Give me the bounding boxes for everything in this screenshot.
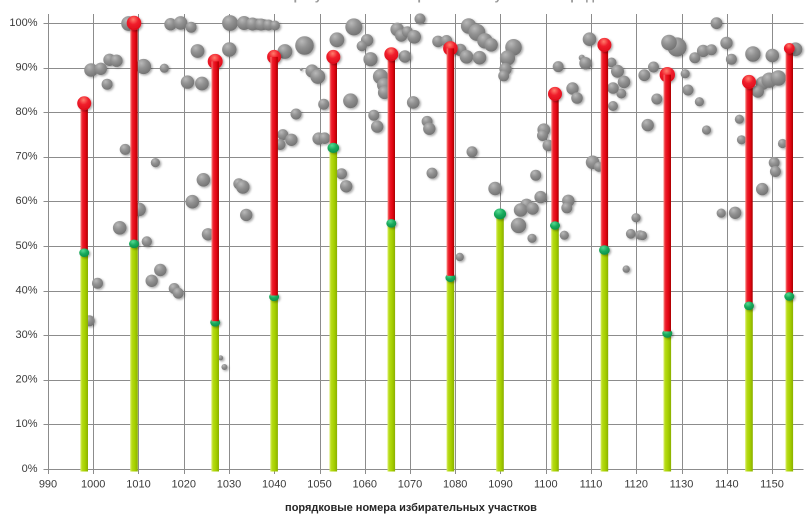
svg-text:30%: 30% (15, 329, 37, 341)
svg-text:0%: 0% (22, 463, 38, 475)
svg-text:60%: 60% (15, 195, 37, 207)
svg-text:1050: 1050 (307, 478, 331, 490)
svg-text:1080: 1080 (443, 478, 467, 490)
svg-text:990: 990 (39, 478, 57, 490)
svg-text:70%: 70% (15, 151, 37, 163)
svg-text:50%: 50% (15, 240, 37, 252)
svg-text:100%: 100% (9, 17, 37, 29)
svg-text:1070: 1070 (398, 478, 422, 490)
svg-text:40%: 40% (15, 284, 37, 296)
svg-text:1140: 1140 (715, 478, 739, 490)
svg-text:соотношение явки и результата: соотношение явки и результата по избират… (159, 0, 603, 3)
svg-text:1030: 1030 (217, 478, 241, 490)
svg-text:1150: 1150 (760, 478, 784, 490)
svg-text:80%: 80% (15, 106, 37, 118)
svg-text:10%: 10% (15, 418, 37, 430)
svg-text:90%: 90% (15, 61, 37, 73)
svg-text:1060: 1060 (353, 478, 377, 490)
svg-text:1000: 1000 (81, 478, 105, 490)
svg-text:1120: 1120 (624, 478, 648, 490)
svg-text:1010: 1010 (126, 478, 150, 490)
svg-text:1100: 1100 (534, 478, 558, 490)
svg-text:1040: 1040 (262, 478, 286, 490)
svg-text:20%: 20% (15, 374, 37, 386)
svg-text:1090: 1090 (488, 478, 512, 490)
svg-text:порядковые номера избирательны: порядковые номера избирательных участков (285, 502, 537, 514)
svg-text:1020: 1020 (172, 478, 196, 490)
svg-text:1110: 1110 (580, 478, 603, 490)
svg-text:1130: 1130 (670, 478, 694, 490)
